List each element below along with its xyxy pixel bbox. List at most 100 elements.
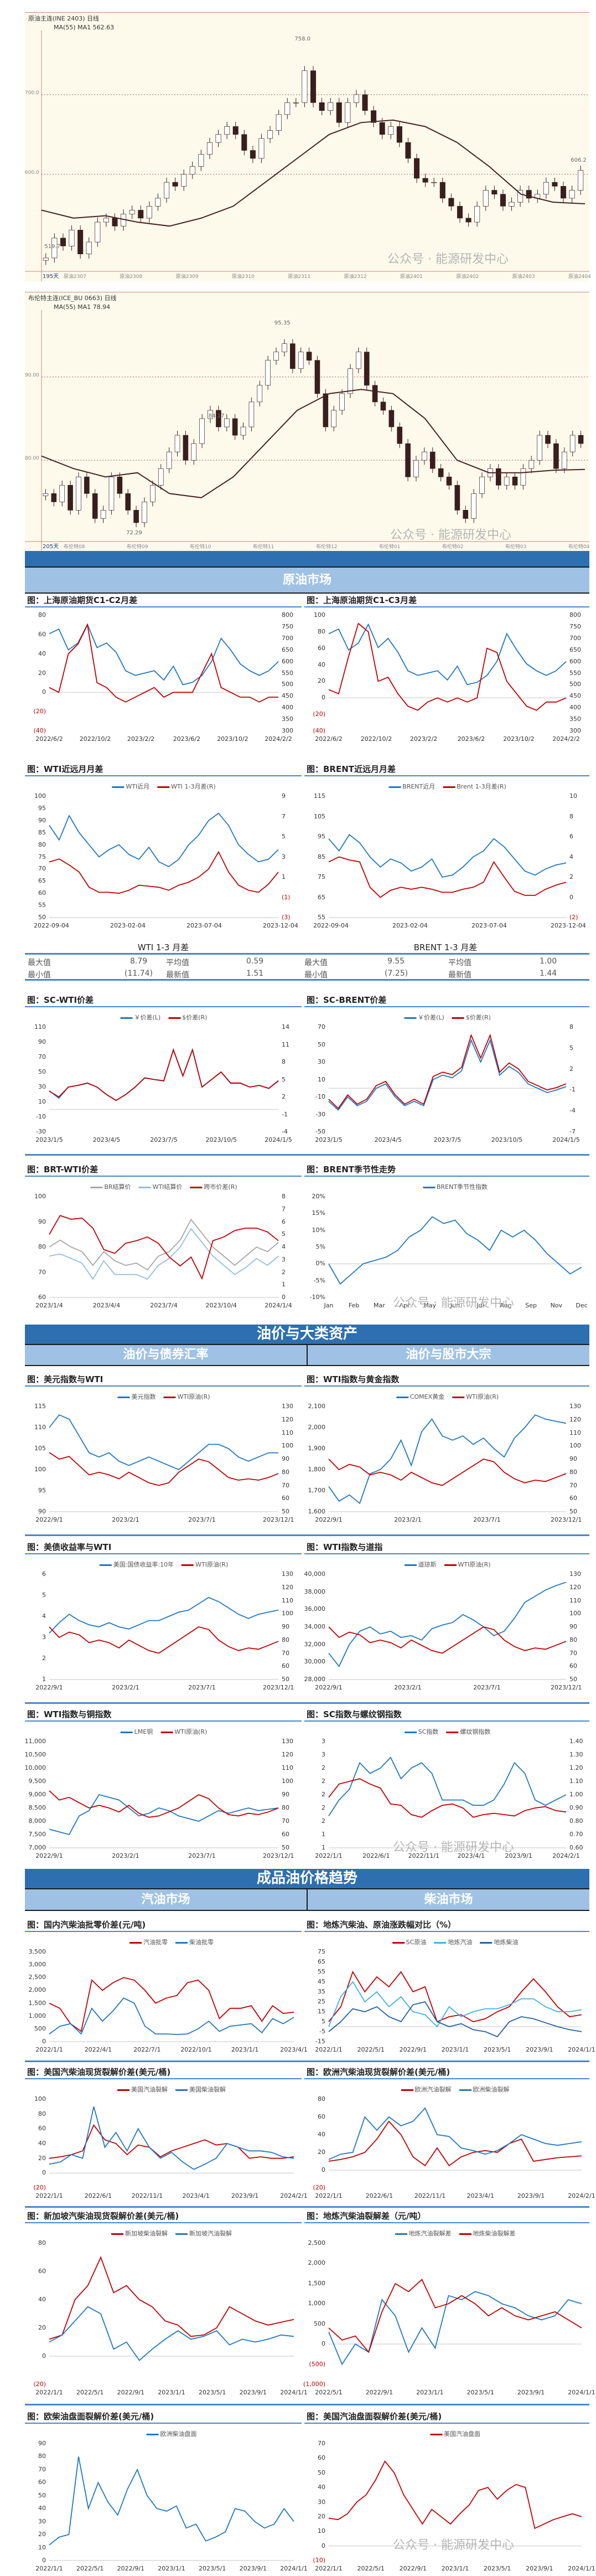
candle xyxy=(108,476,115,511)
candle xyxy=(146,205,152,219)
x-axis-tick: Feb xyxy=(348,1302,360,1309)
series-line-0 xyxy=(328,1216,582,1285)
x-axis-tick: 2023-12-04 xyxy=(551,922,586,929)
x-axis-tick: 2022/1/1 xyxy=(315,2192,343,2199)
candle xyxy=(282,343,287,353)
x-axis-tick: 2023/1/1 xyxy=(416,2389,444,2396)
chart-title: 图：WTI近远月月差 xyxy=(25,763,302,776)
legend-swatch xyxy=(434,1941,447,1944)
left-axis-tick: 32,000 xyxy=(304,1640,326,1648)
plot-area: 110 90 70 50 30 10 -10 -30 14 11 8 5 2 -1 -4 2023/1/5 20… xyxy=(25,1008,302,1147)
right-axis-tick: 550 xyxy=(282,669,293,677)
right-axis-tick: 90 xyxy=(569,1455,577,1462)
legend-swatch xyxy=(430,2433,442,2435)
price-annotation: 758.0 xyxy=(294,36,311,43)
left-axis-tick: 100 xyxy=(34,1193,46,1200)
legend: LME铜 WTI原油(R) xyxy=(120,1727,207,1736)
left-axis-tick: 100 xyxy=(34,792,46,800)
brent-last: 1.44 xyxy=(540,969,557,978)
x-axis-tick: 2023/9/1 xyxy=(505,1852,532,1859)
brent-candlestick-chart: 布伦特主连(ICE_BU 0663) 日线 MA(55) MA1 78.94 90.… xyxy=(25,292,589,552)
plot-svg xyxy=(328,1033,567,1111)
x-axis-tick: 2023/5/1 xyxy=(198,2389,226,2396)
x-axis-tick: 2023/2/1 xyxy=(112,1516,139,1523)
legend-label: COMEX黄金 xyxy=(410,1393,445,1400)
plot-area: 2,500 2,000 1,500 1,000 500 0 (500) (1,000) 2022… xyxy=(303,2224,595,2400)
right-axis-tick: 90 xyxy=(282,1791,289,1798)
contract-label: 原油2312 xyxy=(344,274,367,280)
gasoline-market-label: 汽油市场 xyxy=(25,1889,308,1910)
legend-swatch xyxy=(138,1186,151,1188)
contract-label: 布伦特01 xyxy=(379,544,401,550)
left-axis-tick: 2 xyxy=(322,1817,325,1825)
left-axis-tick: 2 xyxy=(322,1764,325,1771)
legend-item: 新加坡汽油裂解 xyxy=(175,2229,232,2238)
chart-dow-wti: 图：WTI指数与道指 40,000 38,000 36,000 34,000 32,000… xyxy=(304,1541,589,1695)
legend-label: 欧洲柴油盘面 xyxy=(160,2430,197,2438)
wti-min: (11.74) xyxy=(125,969,153,978)
series-line-0 xyxy=(328,1581,567,1668)
left-axis-tick: 2 xyxy=(322,1778,325,1785)
left-axis-tick: -5 xyxy=(319,2028,325,2035)
legend-item: $价差(R) xyxy=(168,1013,207,1022)
left-axis-tick: 3 xyxy=(42,1634,46,1641)
candle xyxy=(414,158,420,179)
x-axis-tick: 2023/10/4 xyxy=(205,1302,237,1309)
right-axis-tick: 3 xyxy=(282,1255,286,1263)
right-axis-tick: 750 xyxy=(569,622,581,630)
left-axis-tick: 80 xyxy=(38,1243,46,1250)
chart-title: 图：美元指数与WTI xyxy=(25,1373,302,1387)
legend-swatch xyxy=(404,1017,417,1019)
left-axis-tick: 60 xyxy=(38,2125,46,2132)
chart-title: 图：地炼汽柴油、原油涨跌幅对比（%） xyxy=(304,1919,589,1932)
x-axis-tick: 2023/7/1 xyxy=(188,1516,216,1523)
x-axis-tick: 2022/10/2 xyxy=(79,735,111,743)
candle xyxy=(543,182,549,195)
right-axis-tick: 90 xyxy=(282,1623,289,1630)
right-axis-tick: 8 xyxy=(282,1193,286,1200)
left-axis-tick: 80 xyxy=(38,841,46,848)
candle xyxy=(273,352,279,361)
legend-item: ￥价差(L) xyxy=(404,1013,444,1022)
legend-label: WTI结算价 xyxy=(152,1183,183,1191)
right-axis-tick: 120 xyxy=(569,1415,581,1423)
x-axis-tick: 2022/1/1 xyxy=(35,2192,63,2199)
right-axis-tick: 8 xyxy=(569,812,573,820)
left-axis-tick: 70 xyxy=(318,2440,325,2447)
spread-stats-table: WTI 1-3 月差 BRENT 1-3 月差 最大值 8.79 平均值 0.5… xyxy=(25,941,589,983)
section-subheader-products: 汽油市场 柴油市场 xyxy=(25,1889,589,1911)
candle xyxy=(172,182,178,187)
left-axis-tick: 75 xyxy=(38,853,46,861)
chart-sc-rebar: 图：SC指数与螺纹钢指数 3 3 2 2 2 2 2 1 1 1.40 1.30 1.20 1.10 1.0… xyxy=(304,1708,589,1863)
x-axis-tick: 2023/1/1 xyxy=(158,2565,185,2572)
legend-swatch xyxy=(129,1941,142,1944)
left-axis-tick: 36,000 xyxy=(304,1605,326,1613)
series-line-1 xyxy=(328,2279,582,2353)
legend-item: WTI原油(R) xyxy=(444,1560,491,1569)
left-axis-tick: 40 xyxy=(38,2505,46,2512)
left-axis-tick: 30 xyxy=(38,1083,46,1090)
left-axis-tick: 110 xyxy=(34,1424,46,1431)
contract-label: 布伦特11 xyxy=(253,544,274,550)
plot-area: 80 60 40 20 0 (20) (40) 800 750 700 650 600 550 500 45… xyxy=(25,609,302,746)
candle xyxy=(491,190,497,195)
left-axis-tick: -30 xyxy=(36,1128,46,1135)
right-axis-tick: 0 xyxy=(569,893,573,901)
right-axis-tick: 120 xyxy=(282,1751,293,1758)
legend-label: 欧洲柴油裂解 xyxy=(473,2086,510,2093)
x-axis-tick: 2024/1/1 xyxy=(568,2565,595,2572)
right-axis-tick: 0 xyxy=(282,1294,286,1301)
left-axis-tick: 55 xyxy=(318,1968,325,1975)
left-axis-tick: 1,600 xyxy=(308,1508,326,1515)
contract-label: 原油2309 xyxy=(175,274,199,280)
right-axis-tick: 120 xyxy=(569,1583,581,1591)
candle xyxy=(553,443,559,469)
candle xyxy=(150,485,156,502)
crude-market-label: 原油市场 xyxy=(282,573,331,587)
candle xyxy=(431,182,437,183)
left-axis-tick: (10) xyxy=(313,2557,325,2564)
ma55-line xyxy=(41,119,585,227)
candle xyxy=(520,468,526,486)
x-axis-tick: 2022/5/1 xyxy=(357,2046,385,2053)
candle xyxy=(43,493,49,496)
